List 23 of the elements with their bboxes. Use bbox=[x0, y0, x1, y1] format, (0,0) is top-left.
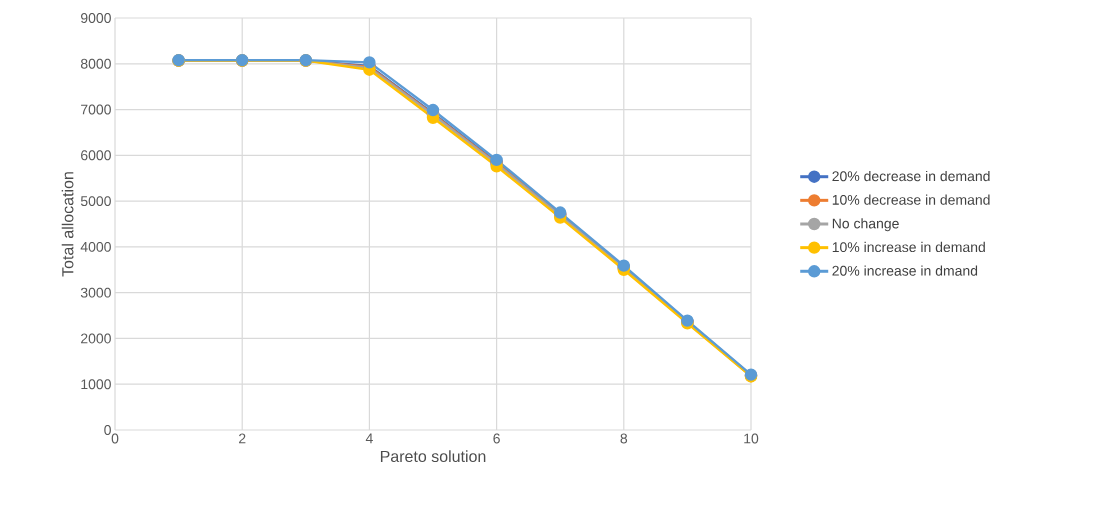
y-tick-label: 0 bbox=[104, 425, 111, 435]
x-tick-label: 4 bbox=[365, 433, 373, 444]
x-tick-label: 2 bbox=[239, 433, 246, 444]
y-tick-label: 1000 bbox=[81, 379, 111, 390]
y-tick-label: 7000 bbox=[81, 104, 111, 115]
x-tick-label: 10 bbox=[744, 433, 759, 444]
legend-label: 10% decrease in demand bbox=[832, 194, 990, 205]
y-tick-label: 6000 bbox=[81, 150, 111, 161]
y-axis-title: Total allocation bbox=[61, 172, 74, 277]
legend-label: 20% decrease in demand bbox=[832, 170, 990, 182]
legend-label: 20% increase in dmand bbox=[832, 265, 978, 276]
x-tick-label: 6 bbox=[493, 433, 500, 444]
legend-label: No change bbox=[832, 218, 899, 232]
y-tick-label: 9000 bbox=[80, 13, 111, 23]
y-tick-label: 3000 bbox=[80, 287, 111, 298]
y-tick-label: 4000 bbox=[80, 241, 111, 252]
x-tick-label: 8 bbox=[620, 433, 628, 444]
y-tick-label: 2000 bbox=[81, 333, 111, 344]
x-tick-label: 0 bbox=[111, 433, 119, 444]
y-tick-label: 8000 bbox=[80, 58, 111, 69]
x-axis-title: Pareto solution bbox=[380, 450, 486, 463]
legend-label: 10% increase in demand bbox=[832, 241, 985, 253]
y-tick-label: 5000 bbox=[80, 196, 111, 207]
